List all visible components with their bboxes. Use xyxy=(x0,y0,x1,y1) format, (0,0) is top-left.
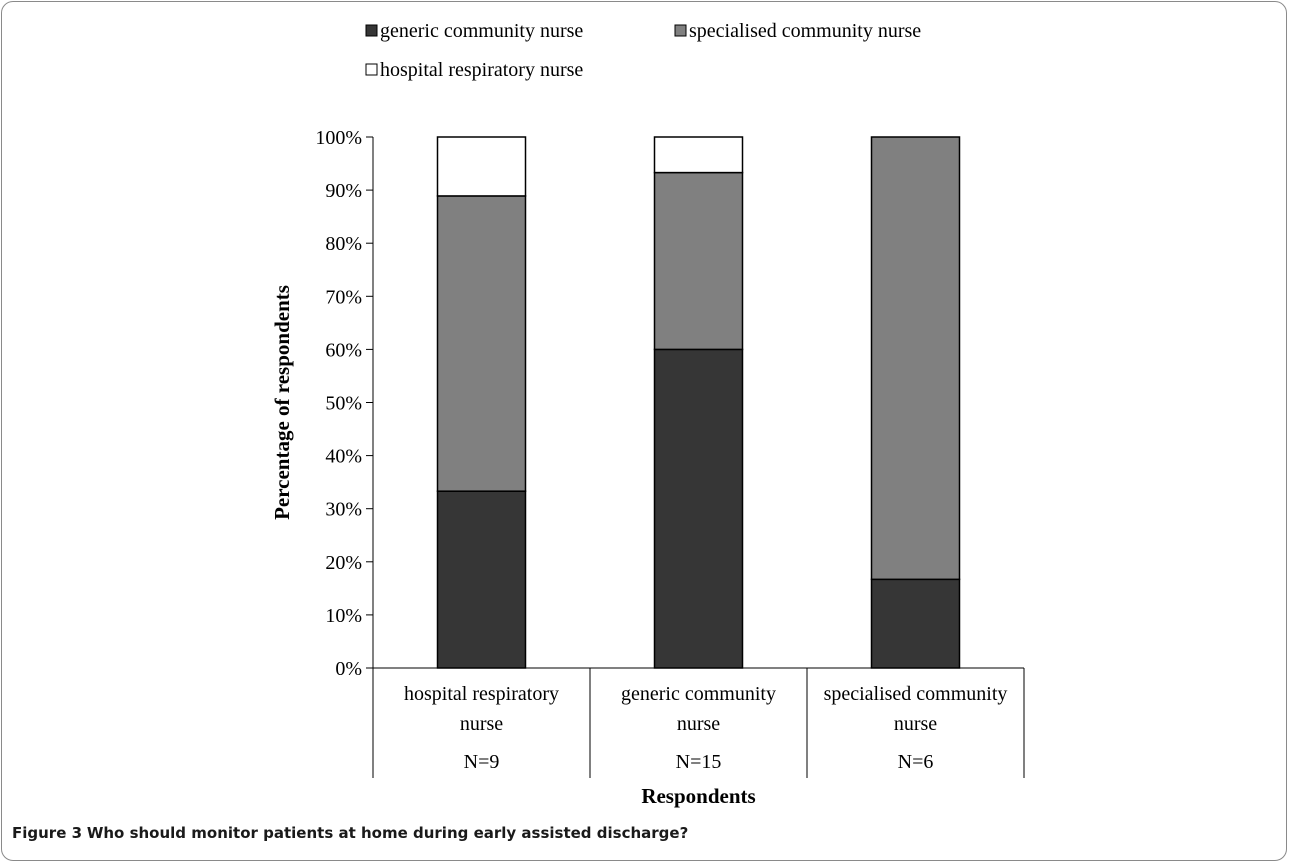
y-tick-label: 70% xyxy=(325,286,362,308)
legend-label-3: hospital respiratory nurse xyxy=(380,59,583,81)
category-n-label: N=6 xyxy=(898,751,934,773)
y-tick-label: 100% xyxy=(315,127,362,149)
y-tick-label: 20% xyxy=(325,552,362,574)
bar-segment xyxy=(870,136,961,581)
legend-label-2: specialised community nurse xyxy=(689,20,921,42)
x-tick-label: generic community xyxy=(621,683,776,705)
caption-text: Who should monitor patients at home duri… xyxy=(86,824,689,842)
bar-segment xyxy=(653,348,744,669)
y-tick-label: 10% xyxy=(325,605,362,627)
y-tick-label: 80% xyxy=(325,233,362,255)
bar-segment xyxy=(653,171,744,351)
bar-segment xyxy=(436,195,527,492)
x-tick-label: nurse xyxy=(677,713,720,735)
category-n-label: N=15 xyxy=(676,751,722,773)
y-tick-label: 60% xyxy=(325,339,362,361)
legend-label-1: generic community nurse xyxy=(380,20,583,42)
y-tick-label: 30% xyxy=(325,499,362,521)
x-tick-label: nurse xyxy=(894,713,937,735)
legend-swatch-1 xyxy=(365,24,378,37)
x-axis-title: Respondents xyxy=(641,784,755,808)
y-tick-label: 40% xyxy=(325,446,362,468)
caption-lead: Figure 3 xyxy=(12,824,83,842)
y-tick-label: 90% xyxy=(325,180,362,202)
bar-segment xyxy=(436,136,527,197)
y-axis-title: Percentage of respondents xyxy=(270,285,294,520)
figure-caption: Figure 3 Who should monitor patients at … xyxy=(12,824,688,842)
x-tick-label: hospital respiratory xyxy=(404,683,559,705)
bar-segment xyxy=(436,490,527,669)
legend-swatch-3 xyxy=(365,63,378,76)
category-n-label: N=9 xyxy=(464,751,500,773)
bar-segment xyxy=(870,578,961,669)
x-tick-label: specialised community xyxy=(824,683,1008,705)
y-tick-label: 0% xyxy=(335,658,362,680)
x-tick-label: nurse xyxy=(460,713,503,735)
y-tick-label: 50% xyxy=(325,393,362,415)
legend-swatch-2 xyxy=(674,24,687,37)
bar-segment xyxy=(653,136,744,174)
